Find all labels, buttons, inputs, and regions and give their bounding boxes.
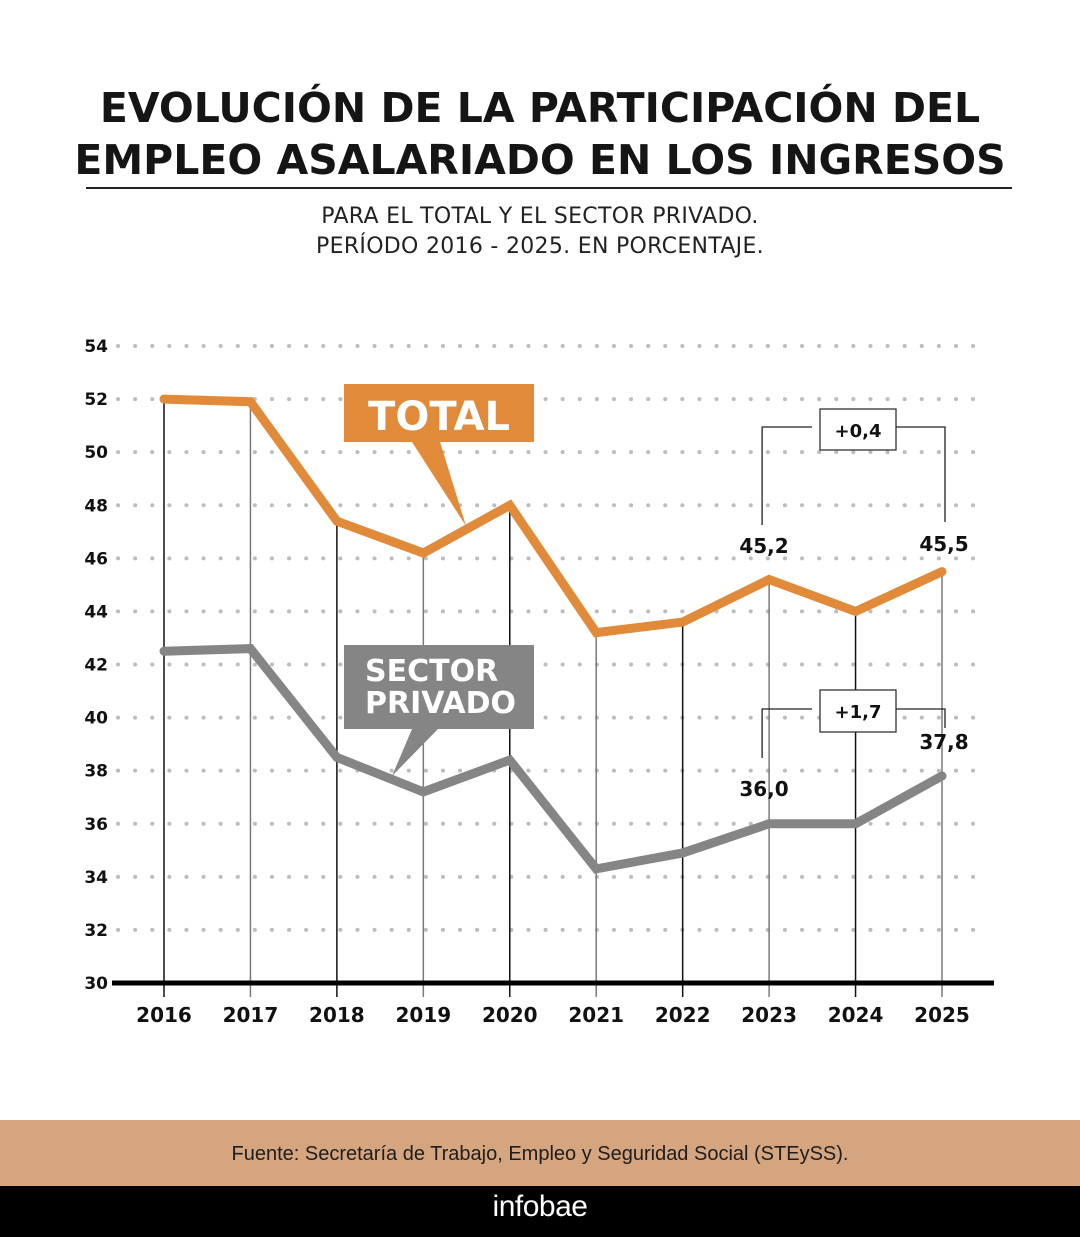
x-tick-label: 2025 (914, 1003, 970, 1027)
title-divider (86, 187, 1012, 189)
chart-subtitle-line-2: PERÍODO 2016 - 2025. EN PORCENTAJE. (316, 234, 764, 259)
x-tick-label: 2022 (655, 1003, 711, 1027)
y-tick-labels: 30 32 34 36 38 40 42 44 46 48 50 52 54 (84, 337, 108, 994)
total-diff-label: +0,4 (835, 421, 882, 442)
y-tick-label: 46 (84, 549, 108, 569)
total-tag-label: TOTAL (368, 394, 510, 440)
x-tick-label: 2020 (482, 1003, 538, 1027)
privado-bracket-left (761, 708, 812, 758)
privado-tag-label: SECTOR (365, 654, 498, 689)
source-note: Fuente: Secretaría de Trabajo, Empleo y … (231, 1143, 849, 1165)
x-tick-label: 2024 (828, 1003, 884, 1027)
brand-logo: infobae (492, 1190, 588, 1223)
y-tick-label: 36 (84, 815, 108, 835)
y-tick-label: 52 (84, 390, 108, 410)
privado-tag-box (344, 645, 534, 729)
total-bracket-right (896, 426, 946, 522)
chart-subtitle-line-1: PARA EL TOTAL Y EL SECTOR PRIVADO. (321, 204, 759, 229)
chart-subtitle: PARA EL TOTAL Y EL SECTOR PRIVADO. PERÍO… (0, 202, 1080, 262)
privado-bracket-right (896, 708, 946, 728)
total-diff-box (819, 408, 897, 451)
privado-diff-label: +1,7 (835, 702, 882, 723)
y-tick-label: 42 (84, 656, 108, 676)
chart-title-line-2: EMPLEO ASALARIADO EN LOS INGRESOS (74, 136, 1006, 184)
privado-diff-box (819, 689, 897, 733)
vertical-drop-lines (163, 399, 943, 997)
tag-pointer (412, 442, 466, 526)
series-lines (159, 394, 947, 874)
y-tick-label: 48 (84, 496, 108, 516)
x-tick-label: 2018 (309, 1003, 365, 1027)
tag-pointer (392, 729, 438, 776)
privado-tag-label: PRIVADO (365, 686, 516, 721)
total-value-label-2025: 45,5 (919, 532, 968, 556)
total-series-line (159, 394, 947, 638)
source-band (0, 1120, 1080, 1186)
y-tick-label: 40 (84, 709, 108, 729)
privado-value-label-2023: 36,0 (739, 777, 788, 801)
x-tick-label: 2017 (223, 1003, 279, 1027)
x-tick-label: 2023 (741, 1003, 797, 1027)
x-tick-label: 2021 (568, 1003, 624, 1027)
total-tag-box (344, 384, 534, 442)
y-tick-label: 38 (84, 762, 108, 782)
y-tick-label: 30 (84, 974, 108, 994)
total-bracket-left (761, 426, 812, 525)
privado-series-line (159, 644, 947, 874)
y-tick-label: 32 (84, 921, 108, 941)
brand-band (0, 1186, 1080, 1237)
y-tick-label: 50 (84, 443, 108, 463)
y-tick-label: 54 (84, 337, 108, 357)
y-tick-label: 34 (84, 868, 108, 888)
x-tick-label: 2016 (136, 1003, 192, 1027)
y-tick-label: 44 (84, 602, 108, 622)
difference-annotations: +0,4 45,2 45,5 +1,7 36,0 37,8 (739, 408, 969, 801)
privado-value-label-2025: 37,8 (919, 730, 968, 754)
total-value-label-2023: 45,2 (739, 534, 788, 558)
x-tick-label: 2019 (395, 1003, 451, 1027)
x-tick-labels: 2016 2017 2018 2019 2020 2021 2022 2023 2024 2025 (136, 1003, 970, 1027)
chart-title: EVOLUCIÓN DE LA PARTICIPACIÓN DEL EMPLEO… (0, 82, 1080, 186)
chart-title-line-1: EVOLUCIÓN DE LA PARTICIPACIÓN DEL (99, 84, 981, 132)
